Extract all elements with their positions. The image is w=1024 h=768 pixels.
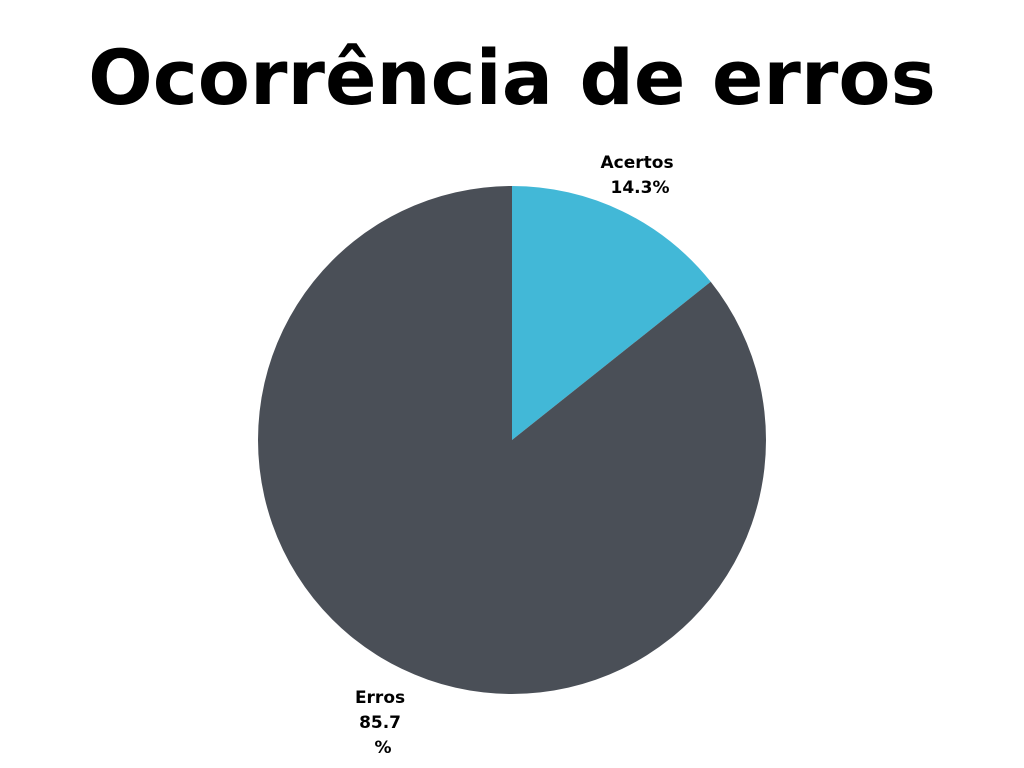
pie-slice-acertos [512,186,711,440]
pie-slices [258,186,766,694]
slice-label-erros: Erros 85.7 % [355,688,411,758]
slice-label-acertos-value: 14.3% [611,178,670,198]
chart-title: Ocorrência de erros [88,33,936,122]
slice-label-erros-unit: % [374,738,391,758]
slice-label-erros-value: 85.7 [359,713,401,733]
slice-label-acertos-name: Acertos [601,153,674,173]
slice-label-acertos: Acertos 14.3% [601,153,680,198]
pie-slice-erros [258,186,766,694]
slice-label-erros-name: Erros [355,688,405,708]
